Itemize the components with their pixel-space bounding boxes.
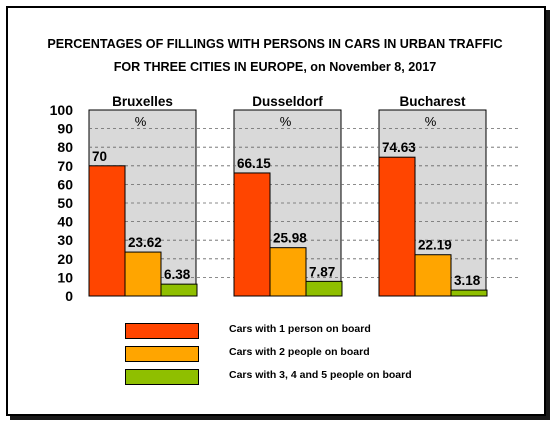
- legend-label-2: Cars with 2 people on board: [229, 346, 370, 358]
- bar-bucharest-series-3: [450, 289, 488, 297]
- data-label-dusseldorf-series-1: 66.15: [237, 156, 271, 171]
- data-label-dusseldorf-series-3: 7.87: [309, 264, 335, 279]
- y-tick-label-50: 50: [57, 195, 73, 211]
- unit-label-bruxelles: %: [135, 114, 147, 129]
- y-tick-label-40: 40: [57, 214, 73, 230]
- bar-bucharest-series-1: [378, 156, 416, 297]
- bar-bruxelles-series-1: [88, 165, 126, 297]
- data-label-bucharest-series-2: 22.19: [418, 238, 452, 253]
- y-tick-label-30: 30: [57, 232, 73, 248]
- data-label-bruxelles-series-2: 23.62: [128, 235, 162, 250]
- legend-swatch-2: [125, 346, 199, 362]
- unit-label-dusseldorf: %: [280, 114, 292, 129]
- bar-dusseldorf-series-1: [233, 172, 271, 297]
- bar-bruxelles-series-2: [124, 251, 162, 297]
- y-tick-label-20: 20: [57, 251, 73, 267]
- y-tick-label-60: 60: [57, 176, 73, 192]
- bar-bruxelles-series-3: [160, 283, 198, 297]
- y-tick-label-80: 80: [57, 139, 73, 155]
- city-label-bucharest: Bucharest: [399, 94, 466, 109]
- chart-title-line-1: PERCENTAGES OF FILLINGS WITH PERSONS IN …: [47, 37, 503, 51]
- bar-dusseldorf-series-2: [269, 247, 307, 297]
- chart-title-line-2: FOR THREE CITIES IN EUROPE, on November …: [113, 60, 437, 74]
- legend-swatch-1: [125, 323, 199, 339]
- bar-bucharest-series-2: [414, 254, 452, 297]
- unit-label-bucharest: %: [425, 114, 437, 129]
- data-label-bucharest-series-1: 74.63: [382, 140, 416, 155]
- legend-label-1: Cars with 1 person on board: [229, 323, 371, 335]
- legend-label-3: Cars with 3, 4 and 5 people on board: [229, 369, 412, 381]
- y-tick-label-100: 100: [50, 102, 74, 118]
- y-tick-label-70: 70: [57, 158, 73, 174]
- y-tick-label-10: 10: [57, 269, 73, 285]
- data-label-bruxelles-series-1: 70: [92, 149, 107, 164]
- data-label-bucharest-series-3: 3.18: [454, 273, 481, 288]
- y-tick-label-0: 0: [65, 288, 73, 304]
- y-tick-label-90: 90: [57, 121, 73, 137]
- data-label-dusseldorf-series-2: 25.98: [273, 231, 307, 246]
- legend-swatch-3: [125, 369, 199, 385]
- data-label-bruxelles-series-3: 6.38: [164, 267, 191, 282]
- city-label-bruxelles: Bruxelles: [112, 94, 173, 109]
- city-label-dusseldorf: Dusseldorf: [252, 94, 323, 109]
- bar-dusseldorf-series-3: [305, 280, 343, 297]
